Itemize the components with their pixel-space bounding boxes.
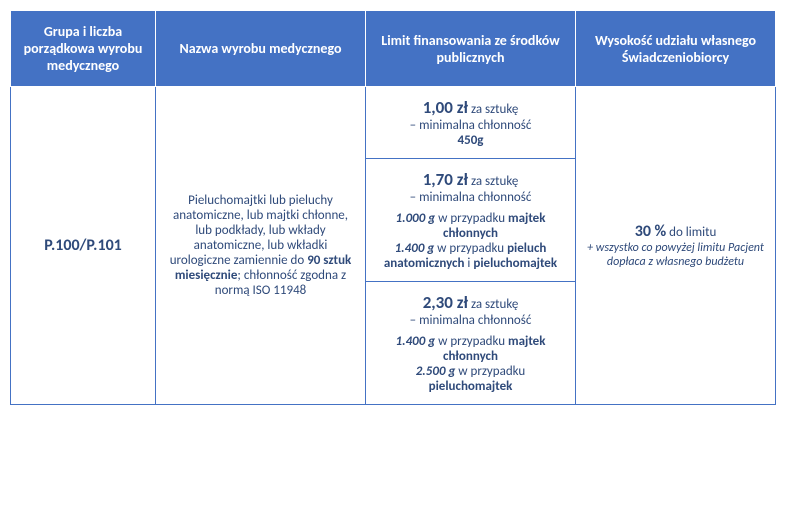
tier2-sub: – minimalna chłonność <box>374 190 567 205</box>
tier2-w2-b2: pieluchomajtek <box>473 256 557 271</box>
limit-tiers: 1,00 zł za sztukę – minimalna chłonność … <box>366 87 575 404</box>
tier1-content: 1,00 zł za sztukę – minimalna chłonność … <box>366 87 575 159</box>
share-main-bold: 30 % <box>635 222 667 241</box>
tier2-w2-txt: w przypadku <box>434 241 507 256</box>
limit-tier-2: 1,70 zł za sztukę – minimalna chłonność … <box>366 159 575 282</box>
tier3-w1-txt: w przypadku <box>435 334 508 349</box>
tier1-price: 1,00 zł <box>423 97 468 118</box>
tier2-w2: 1.400 g <box>395 241 435 256</box>
tier1-per: za sztukę <box>468 102 518 117</box>
tier3-w2-b: pieluchomajtek <box>429 379 513 394</box>
tier3-per: za sztukę <box>468 297 518 312</box>
limit-tier-1: 1,00 zł za sztukę – minimalna chłonność … <box>366 87 575 159</box>
share-main-txt: do limitu <box>666 225 716 240</box>
tier2-price: 1,70 zł <box>423 169 468 190</box>
table-row: P.100/P.101 Pieluchomajtki lub pieluchy … <box>11 87 776 405</box>
header-limit: Limit finansowania ze środków publicznyc… <box>366 11 576 87</box>
header-row: Grupa i liczba porządkowa wyrobu medyczn… <box>11 11 776 87</box>
header-product: Nazwa wyrobu medycznego <box>156 11 366 87</box>
tier3-content: 2,30 zł za sztukę – minimalna chłonność … <box>366 282 575 405</box>
group-code: P.100/P.101 <box>44 236 122 255</box>
tier2-w1: 1.000 g <box>396 211 436 226</box>
tier3-sub: – minimalna chłonność <box>374 313 567 328</box>
cell-share: 30 % do limitu + wszystko co powyżej lim… <box>576 87 776 405</box>
table-header: Grupa i liczba porządkowa wyrobu medyczn… <box>11 11 776 87</box>
cell-limit: 1,00 zł za sztukę – minimalna chłonność … <box>366 87 576 405</box>
tier2-per: za sztukę <box>468 174 518 189</box>
share-note: + wszystko co powyżej limitu Pacjent dop… <box>584 241 767 269</box>
header-share: Wysokość udziału własnego Świadczeniobio… <box>576 11 776 87</box>
cell-product-name: Pieluchomajtki lub pieluchy anatomiczne,… <box>156 87 366 405</box>
header-group: Grupa i liczba porządkowa wyrobu medyczn… <box>11 11 156 87</box>
tier2-w1-txt: w przypadku <box>435 211 508 226</box>
tier3-w1: 1.400 g <box>396 334 436 349</box>
tier1-sub: – minimalna chłonność <box>374 118 567 133</box>
cell-group-code: P.100/P.101 <box>11 87 156 405</box>
tier2-content: 1,70 zł za sztukę – minimalna chłonność … <box>366 159 575 282</box>
limit-tier-3: 2,30 zł za sztukę – minimalna chłonność … <box>366 282 575 405</box>
tier3-w2-txt: w przypadku <box>455 364 525 379</box>
reimbursement-table: Grupa i liczba porządkowa wyrobu medyczn… <box>10 10 776 405</box>
table-body: P.100/P.101 Pieluchomajtki lub pieluchy … <box>11 87 776 405</box>
tier3-price: 2,30 zł <box>423 292 468 313</box>
tier3-w2: 2.500 g <box>416 364 456 379</box>
tier1-weight: 450g <box>374 133 567 148</box>
